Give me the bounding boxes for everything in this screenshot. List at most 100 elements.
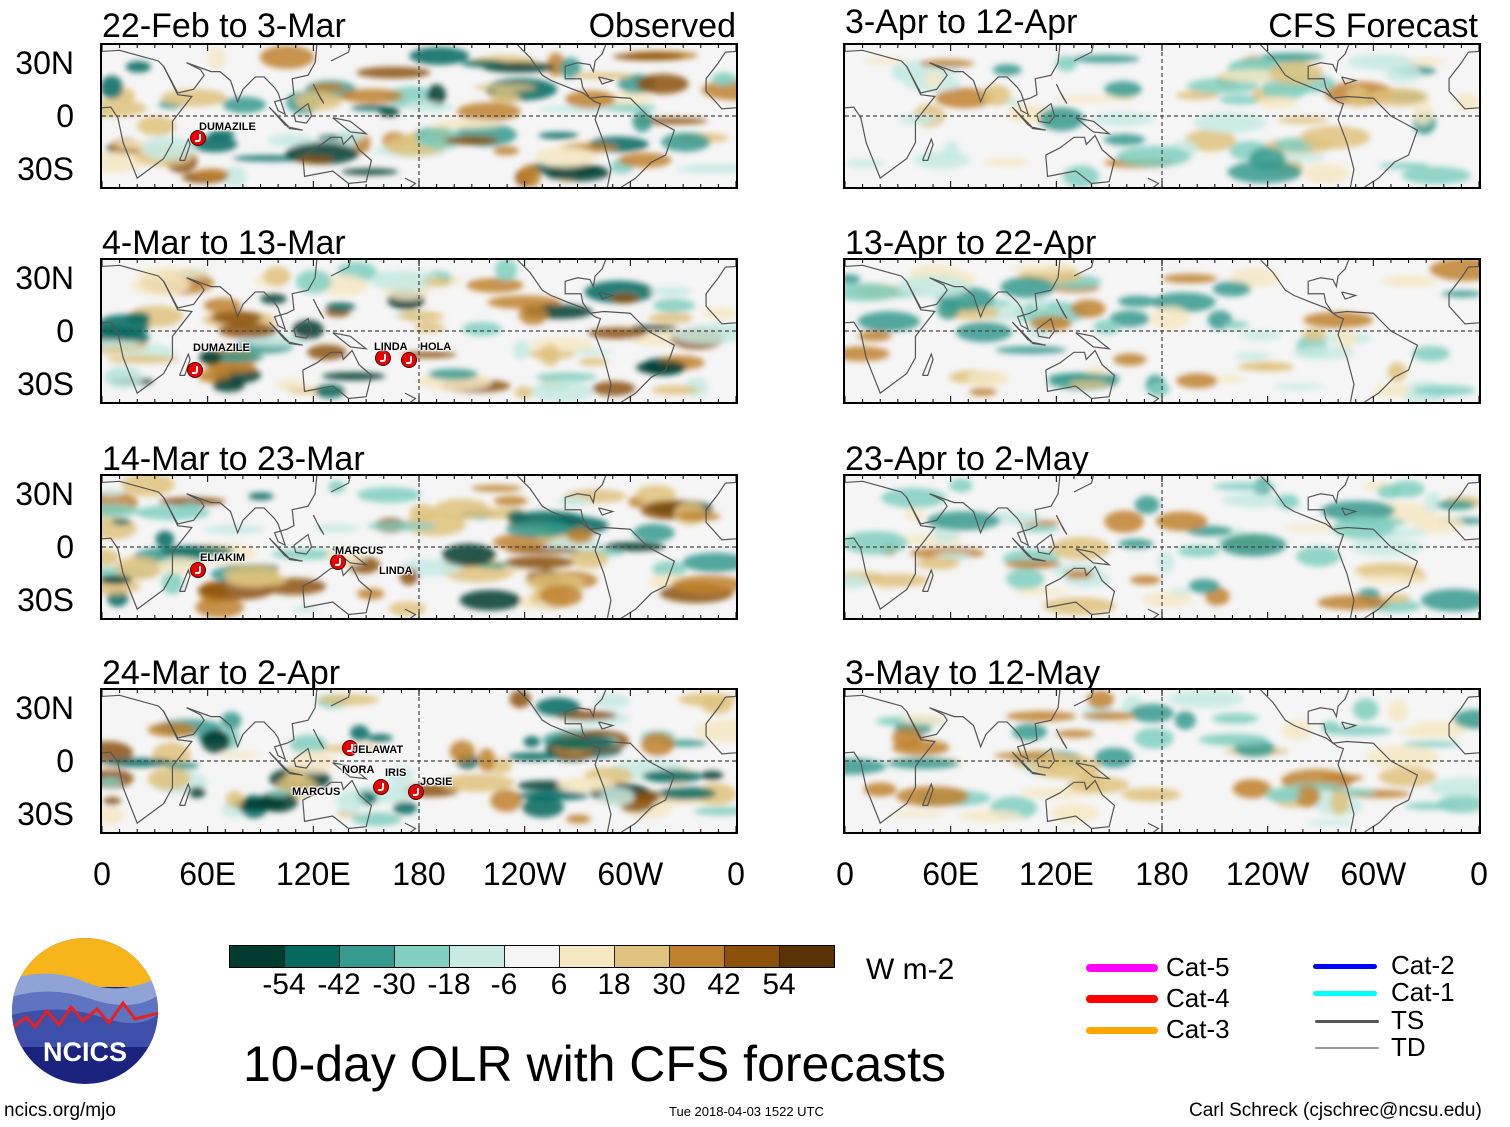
olr-anomaly-blob (1306, 819, 1355, 826)
coastline (163, 476, 318, 547)
olr-anomaly-blob (682, 552, 736, 573)
olr-anomaly-blob (340, 88, 404, 104)
olr-anomaly-blob (470, 484, 522, 492)
olr-anomaly-blob (147, 767, 191, 791)
observed-label: Observed (588, 7, 736, 45)
storm-label: JOSIE (420, 776, 453, 788)
olr-anomaly-field (845, 260, 1479, 402)
olr-anomaly-blob (534, 146, 597, 168)
coastline (178, 137, 191, 161)
olr-anomaly-blob (456, 102, 522, 121)
panel-title: 13-Apr to 22-Apr (845, 224, 1097, 262)
lat-label: 30N (15, 44, 74, 81)
olr-anomaly-field (845, 477, 1479, 615)
coastline (1448, 481, 1479, 541)
olr-anomaly-blob (1341, 516, 1406, 528)
olr-anomaly-blob (462, 321, 502, 336)
olr-anomaly-blob (857, 330, 892, 342)
olr-anomaly-blob (661, 132, 711, 152)
olr-anomaly-blob (1321, 720, 1340, 733)
storm-marker-icon (330, 554, 346, 570)
olr-anomaly-blob (659, 786, 716, 800)
olr-anomaly-blob (1277, 116, 1329, 124)
olr-anomaly-blob (1456, 92, 1479, 112)
olr-anomaly-blob (1093, 319, 1121, 335)
coastline (1307, 45, 1419, 187)
coastline (268, 537, 290, 559)
coastline (1036, 102, 1056, 124)
olr-anomaly-blob (1043, 597, 1116, 615)
olr-anomaly-blob (924, 72, 944, 87)
olr-anomaly-blob (1103, 133, 1146, 146)
olr-anomaly-blob (1094, 747, 1134, 768)
colorbar-unit: W m-2 (866, 953, 955, 986)
olr-anomaly-blob (102, 777, 122, 787)
coastline (1036, 747, 1056, 769)
olr-anomaly-blob (103, 797, 121, 806)
coastlines (845, 690, 1479, 832)
olr-anomaly-blob (618, 152, 672, 168)
coastline (1029, 126, 1046, 131)
olr-anomaly-blob (1212, 482, 1278, 491)
footer-url[interactable]: ncics.org/mjo (4, 1100, 116, 1121)
coastlines (102, 476, 736, 618)
olr-anomaly-blob (653, 298, 695, 313)
olr-anomaly-blob (969, 387, 997, 397)
olr-anomaly-field (102, 690, 736, 826)
olr-anomaly-blob (222, 165, 248, 187)
olr-anomaly-blob (351, 812, 402, 826)
olr-anomaly-blob (900, 715, 947, 725)
coastlines (102, 260, 736, 402)
olr-anomaly-blob (892, 727, 924, 748)
olr-anomaly-blob (106, 355, 180, 364)
colorbar-swatch (230, 946, 285, 967)
coastline (312, 298, 325, 319)
olr-anomaly-blob (432, 118, 502, 129)
olr-anomaly-blob (693, 806, 736, 816)
olr-anomaly-blob (676, 511, 721, 521)
coastline (564, 45, 676, 187)
olr-anomaly-blob (540, 344, 561, 366)
coastline (1341, 291, 1358, 300)
olr-anomaly-blob (1188, 578, 1221, 594)
coastline (1055, 514, 1068, 535)
colorbar-swatch (395, 946, 450, 967)
olr-anomaly-blob (956, 322, 1012, 343)
olr-anomaly-blob (957, 810, 1023, 822)
olr-anomaly-blob (891, 66, 923, 82)
storm-marker-icon (190, 562, 206, 578)
olr-anomaly-blob (1012, 301, 1087, 325)
panel-title: 14-Mar to 23-Mar (102, 440, 365, 478)
olr-anomaly-blob (1411, 345, 1450, 362)
olr-anomaly-blob (309, 83, 346, 92)
lon-label: 60E (179, 856, 237, 892)
olr-anomaly-blob (350, 725, 370, 741)
olr-anomaly-blob (135, 267, 211, 279)
olr-anomaly-blob (1404, 802, 1458, 811)
olr-anomaly-blob (1303, 311, 1374, 329)
olr-anomaly-blob (335, 790, 365, 815)
olr-anomaly-blob (635, 484, 677, 506)
lat-label: 0 (56, 743, 74, 779)
olr-anomaly-blob (1378, 767, 1437, 787)
olr-anomaly-blob (341, 168, 399, 176)
olr-anomaly-blob (1296, 546, 1341, 567)
lon-label: 120W (1225, 856, 1310, 892)
olr-anomaly-blob (593, 693, 631, 709)
olr-anomaly-blob (1273, 383, 1324, 390)
olr-anomaly-blob (1010, 264, 1079, 273)
olr-anomaly-blob (459, 590, 522, 611)
olr-anomaly-blob (433, 498, 490, 520)
olr-anomaly-blob (211, 310, 263, 325)
olr-anomaly-blob (207, 47, 226, 71)
olr-anomaly-blob (427, 84, 446, 107)
olr-anomaly-blob (1354, 562, 1422, 578)
colorbar-swatch (725, 946, 780, 967)
olr-anomaly-blob (1320, 500, 1396, 521)
coastline (1055, 728, 1068, 749)
observed-map-panel: JELAWAT NORA IRIS JOSIE MARCUS (100, 688, 738, 834)
olr-anomaly-blob (121, 476, 175, 497)
coastline (1029, 557, 1046, 562)
olr-anomaly-blob (1005, 560, 1062, 569)
coastline (1045, 565, 1116, 616)
